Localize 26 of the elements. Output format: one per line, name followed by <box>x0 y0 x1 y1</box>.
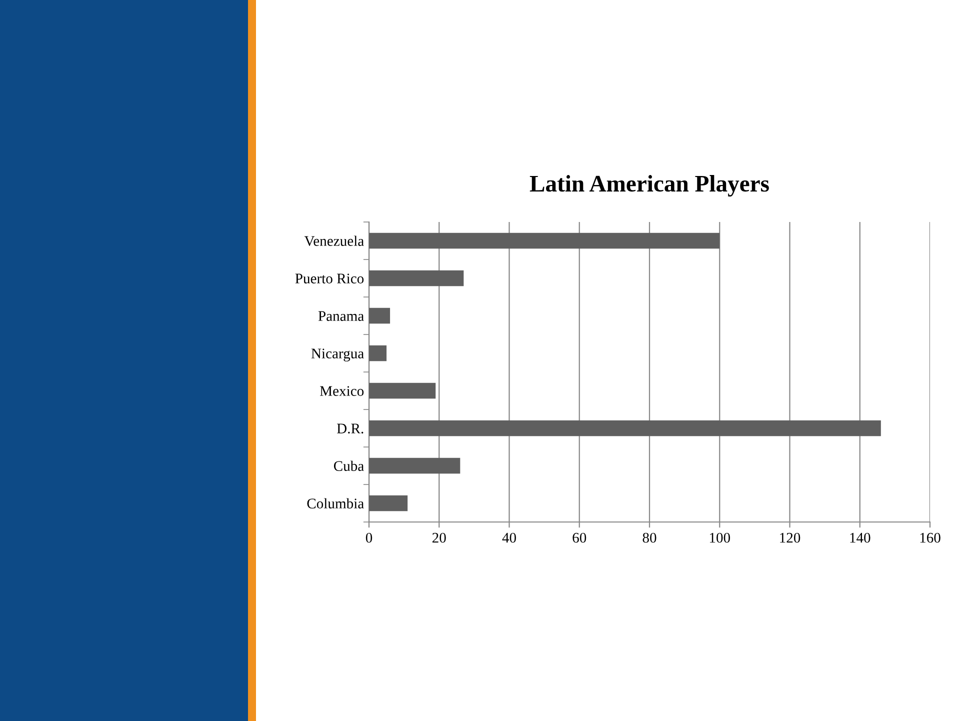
x-tick-label: 20 <box>432 532 446 543</box>
y-tick-label: Panama <box>318 311 364 321</box>
y-tick-label: Columbia <box>307 498 364 508</box>
bar <box>369 495 408 512</box>
x-tick-label: 80 <box>642 532 656 543</box>
bar <box>369 308 390 324</box>
y-tick-label: Venezuela <box>304 236 364 246</box>
x-tick-label: 160 <box>920 532 940 543</box>
x-tick-label: 100 <box>710 532 730 543</box>
y-tick-label: Cuba <box>334 460 364 471</box>
x-tick-label: 40 <box>502 532 516 543</box>
x-tick-label: 120 <box>780 532 800 543</box>
bar <box>369 232 720 249</box>
y-tick-label: Nicargua <box>311 348 364 362</box>
bar <box>369 458 460 474</box>
x-tick-label: 140 <box>850 532 870 543</box>
bar <box>369 382 436 399</box>
y-tick-label: Puerto Rico <box>295 274 364 284</box>
chart-title: Latin American Players <box>530 175 769 197</box>
bar <box>369 345 387 362</box>
bar <box>369 420 881 436</box>
y-tick-label: Mexico <box>320 386 364 396</box>
bar <box>369 270 464 286</box>
x-tick-label: 0 <box>366 532 372 543</box>
y-tick-label: D.R. <box>337 424 364 434</box>
x-tick-label: 60 <box>572 532 586 543</box>
